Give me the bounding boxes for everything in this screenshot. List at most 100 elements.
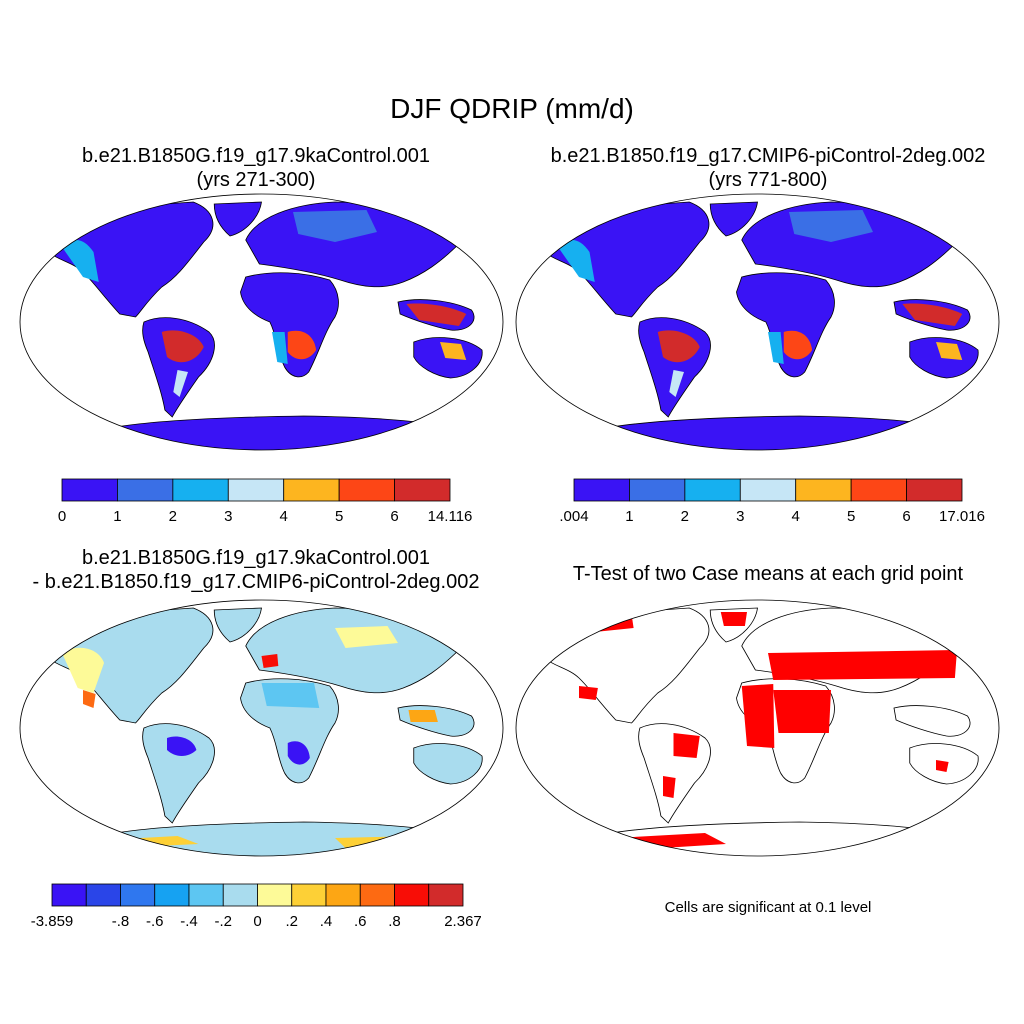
map-case1-field-0 [62,240,99,282]
map-case2-field-1 [789,210,873,242]
map-case2-field-3 [783,330,813,360]
colorbar-swatch [257,883,293,907]
map-case2 [515,193,1000,451]
map-case1-field-1 [293,210,377,242]
panel-4-title: T-Test of two Case means at each grid po… [572,563,964,585]
map-ttest-significant-cell-5 [673,733,700,758]
colorbar-tick-label: 2 [169,508,177,525]
colorbar-tick-label: 0 [253,913,261,930]
colorbar-swatch [172,478,229,502]
colorbar-tick-label: 4 [280,508,288,525]
colorbar-case1: 0 1 2 3 4 5 6 14.116 [58,478,472,525]
map-difference-land-au [413,743,483,785]
map-ttest-significant-cell-8 [936,830,978,842]
map-difference [19,599,504,857]
map-case1 [19,193,504,451]
colorbar-swatch [51,883,87,907]
colorbar-tick-label: -.8 [112,913,130,930]
colorbar-swatch [283,478,340,502]
map-difference-field-0 [62,647,104,693]
map-ttest-significant-cell-9 [579,686,598,700]
panel-3-title: b.e21.B1850G.f19_g17.9kaControl.001 - b.… [0,546,512,594]
colorbar-tick-label: 3 [224,508,232,525]
colorbar-swatch [117,478,174,502]
map-ttest-outline [515,599,1000,857]
map-case2-field-7 [936,342,963,360]
map-difference-field-7 [335,836,440,848]
map-case1-field-4 [406,303,467,326]
colorbar-swatch [394,478,451,502]
colorbar-tick-label: 3 [736,508,744,525]
panel-2-title: b.e21.B1850.f19_g17.CMIP6-piControl-2deg… [512,144,1024,192]
colorbar-swatch [227,478,285,502]
colorbar-tick-label: -3.859 [31,913,74,930]
map-difference-field-8 [261,683,320,708]
colorbar-tick-label: .004 [559,508,588,525]
panel-1-title-line1: b.e21.B1850G.f19_g17.9kaControl.001 [81,145,431,167]
map-case1-field-2 [161,330,204,363]
panel-1-title-line2: (yrs 271-300) [196,169,316,191]
map-case1-field-6 [173,370,188,397]
colorbar-tick-label: 6 [902,508,910,525]
map-case1-field-3 [287,330,317,360]
colorbar-swatch [629,478,686,502]
colorbar-tick-label: 17.016 [939,508,985,525]
map-ttest-significant-cell-10 [936,760,949,772]
map-case1-field-5 [272,332,288,364]
map-difference-outline [19,599,504,857]
colorbar-tick-label: 0 [58,508,66,525]
colorbar-case2: .004 1 2 3 4 5 6 17.016 [559,478,985,525]
colorbar-tick-label: .2 [285,913,298,930]
colorbar-swatch [573,478,630,502]
map-case2-field-0 [558,240,595,282]
map-case2-field-2 [657,330,700,363]
colorbar-tick-label: 1 [625,508,633,525]
map-difference-field-1 [335,626,398,648]
panel-3-title-line1: b.e21.B1850G.f19_g17.9kaControl.001 [81,547,431,569]
colorbar-tick-label: -.4 [180,913,198,930]
colorbar-swatch [906,478,963,502]
colorbar-tick-label: -.2 [214,913,232,930]
colorbar-tick-label: 2.367 [444,913,482,930]
main-title: DJF QDRIP (mm/d) [390,93,634,124]
colorbar-tick-label: 2 [681,508,689,525]
map-case1-field-7 [439,342,467,360]
colorbar-tick-label: 6 [390,508,398,525]
colorbar-swatch [684,478,741,502]
map-case1-outline [19,193,504,451]
colorbar-swatch [795,478,852,502]
colorbar-swatch [850,478,907,502]
map-ttest-significant-cell-6 [663,776,676,798]
colorbar-difference: -3.859 -.8 -.6 -.4 -.2 0 .2 .4 .6 .8 2.367 [31,883,482,930]
panel-1-title: b.e21.B1850G.f19_g17.9kaControl.001 (yrs… [0,144,512,192]
map-case1-land-ant [98,415,473,450]
panel-2-title-line1: b.e21.B1850.f19_g17.CMIP6-piControl-2deg… [550,145,986,167]
map-difference-field-9 [408,710,438,722]
map-ttest-land-sea [893,705,971,737]
significance-note: Cells are significant at 0.1 level [664,899,872,916]
colorbar-tick-label: .6 [354,913,367,930]
colorbar-tick-label: 5 [847,508,855,525]
colorbar-swatch [188,883,224,907]
map-ttest [515,599,1000,857]
map-ttest-significant-cell-3 [741,684,775,748]
colorbar-swatch [61,478,118,502]
map-case2-field-4 [902,303,963,326]
colorbar-swatch [154,883,190,907]
panel-3-title-line2: - b.e21.B1850.f19_g17.CMIP6-piControl-2d… [32,571,480,593]
map-case2-field-6 [669,370,684,397]
colorbar-swatch [359,883,395,907]
map-case2-land-af [735,272,835,378]
map-ttest-significant-cell-4 [773,690,831,733]
map-difference-field-2 [167,736,197,756]
colorbar-tick-label: .8 [388,913,401,930]
colorbar-swatch [120,883,156,907]
map-case1-land-af [239,272,339,378]
colorbar-swatch [739,478,797,502]
colorbar-swatch [394,883,430,907]
colorbar-tick-label: -.6 [146,913,164,930]
colorbar-tick-label: 1 [113,508,121,525]
map-difference-field-5 [261,654,279,668]
map-case2-field-5 [768,332,784,364]
